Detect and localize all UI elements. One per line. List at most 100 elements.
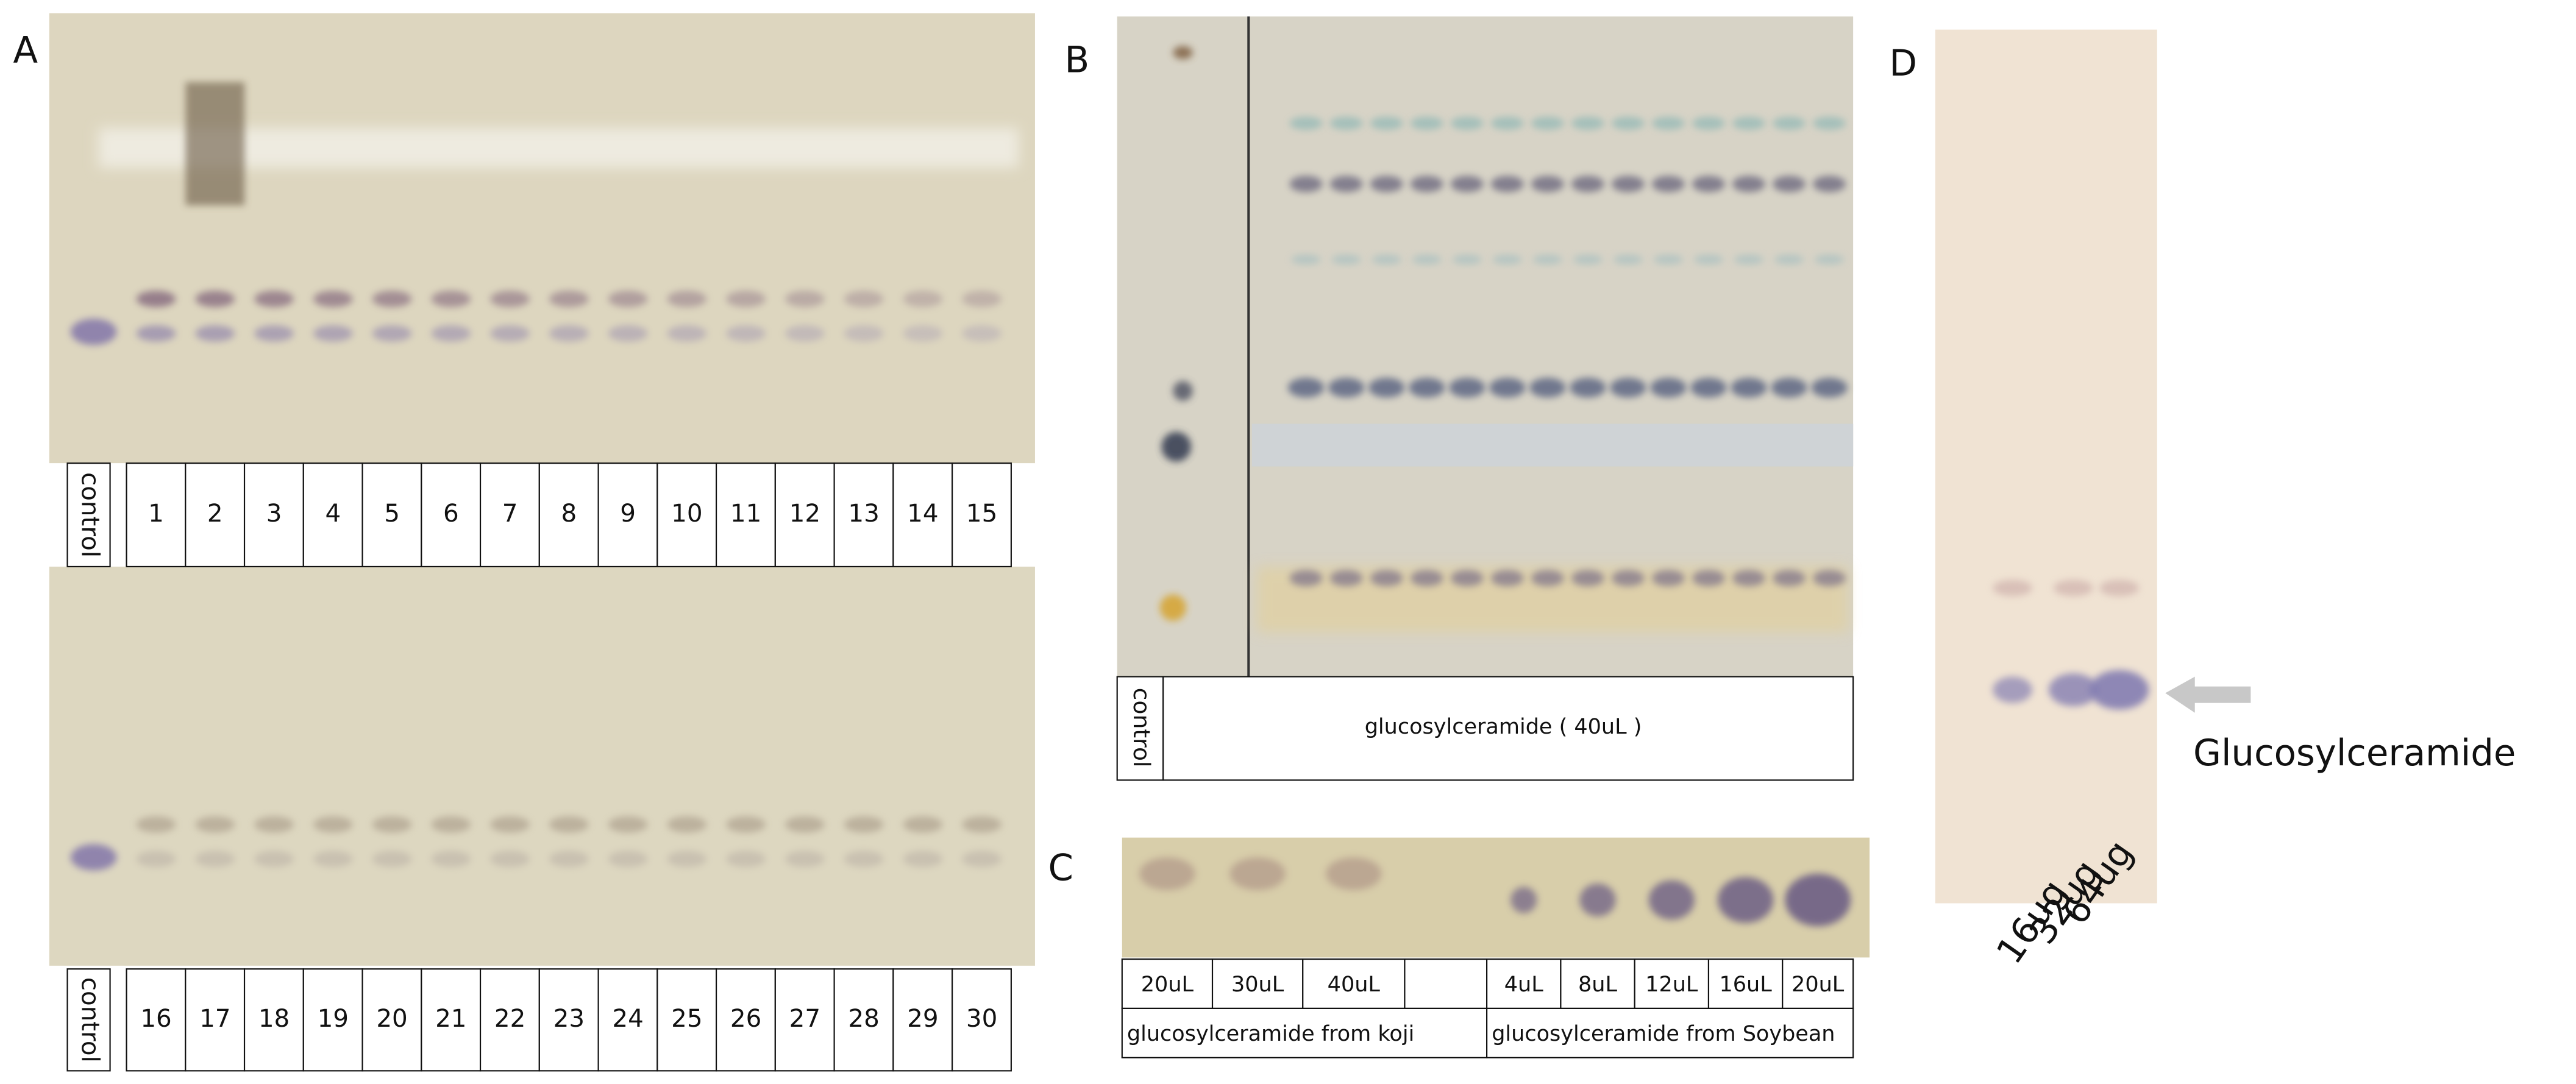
lane-cell bbox=[1634, 958, 1710, 1010]
lane-cell bbox=[421, 462, 482, 568]
spot bbox=[1532, 254, 1563, 265]
amount-label: 20uL bbox=[1141, 972, 1194, 997]
spot bbox=[1328, 377, 1365, 398]
spot bbox=[1653, 254, 1684, 265]
spot bbox=[1692, 116, 1725, 130]
lane-cell bbox=[185, 462, 246, 568]
lane-label: 14 bbox=[907, 498, 938, 528]
spot bbox=[667, 851, 707, 868]
amount-label: 12uL bbox=[1645, 972, 1698, 997]
spot bbox=[1734, 254, 1764, 265]
lane-label: 20 bbox=[376, 1004, 407, 1033]
spot bbox=[1813, 570, 1846, 587]
lane-cell bbox=[479, 968, 540, 1072]
spot bbox=[1813, 175, 1846, 193]
spot bbox=[1159, 594, 1186, 621]
spot bbox=[785, 291, 825, 308]
spot bbox=[1329, 570, 1363, 587]
lane-label: 22 bbox=[494, 1004, 525, 1033]
spot bbox=[1529, 377, 1566, 398]
spot bbox=[2048, 673, 2098, 707]
lane-cell bbox=[774, 462, 835, 568]
arrow bbox=[2165, 676, 2251, 713]
spot bbox=[1410, 175, 1443, 193]
spot bbox=[667, 325, 707, 342]
spot bbox=[1173, 46, 1193, 60]
spot bbox=[1773, 570, 1806, 587]
lane-cell bbox=[1560, 958, 1635, 1010]
spot bbox=[667, 291, 707, 308]
lane-cell bbox=[952, 462, 1012, 568]
lane-cell bbox=[1404, 958, 1488, 1010]
spot bbox=[1814, 254, 1845, 265]
panel-label: D bbox=[1889, 42, 1917, 84]
spot bbox=[372, 851, 412, 868]
group-cell bbox=[1486, 1007, 1854, 1058]
group-label: glucosylceramide from Soybean bbox=[1492, 1021, 1835, 1046]
lane-cell bbox=[1782, 958, 1854, 1010]
spot bbox=[372, 325, 412, 342]
spot bbox=[1571, 175, 1604, 193]
spot bbox=[1692, 570, 1725, 587]
spot bbox=[549, 851, 589, 868]
spot bbox=[1489, 377, 1526, 398]
spot bbox=[313, 325, 353, 342]
lane-label: 3 bbox=[266, 498, 282, 528]
spot bbox=[195, 851, 235, 868]
amount-label: 8uL bbox=[1578, 972, 1617, 997]
lane-label: 9 bbox=[620, 498, 636, 528]
spot bbox=[1579, 884, 1616, 916]
lane-label: control bbox=[76, 472, 105, 558]
spot bbox=[1732, 175, 1765, 193]
spot bbox=[549, 291, 589, 308]
spot bbox=[1651, 570, 1685, 587]
spot bbox=[1692, 175, 1725, 193]
spot bbox=[254, 291, 294, 308]
lane-cell bbox=[597, 462, 658, 568]
spot bbox=[1139, 857, 1195, 890]
spot bbox=[1291, 254, 1321, 265]
lane-label: 5 bbox=[384, 498, 400, 528]
spot bbox=[1331, 254, 1361, 265]
lane-cell bbox=[892, 968, 953, 1072]
spot bbox=[431, 816, 471, 833]
spot bbox=[254, 851, 294, 868]
lane-cell bbox=[66, 462, 111, 568]
spot bbox=[1611, 116, 1645, 130]
spot bbox=[1161, 431, 1191, 462]
lane-cell bbox=[1116, 676, 1164, 781]
spot bbox=[608, 291, 648, 308]
spot bbox=[1531, 570, 1564, 587]
panel-label: B bbox=[1064, 39, 1089, 81]
spot bbox=[136, 325, 176, 342]
spot bbox=[608, 325, 648, 342]
spot bbox=[1650, 377, 1687, 398]
lane-cell bbox=[833, 462, 894, 568]
spot bbox=[608, 851, 648, 868]
spot bbox=[844, 816, 884, 833]
spot bbox=[490, 851, 530, 868]
spot bbox=[490, 816, 530, 833]
spot bbox=[1412, 254, 1442, 265]
amount-label: 16uL bbox=[1719, 972, 1772, 997]
spot bbox=[1531, 175, 1564, 193]
solvent-front bbox=[98, 128, 1019, 168]
lane-label: 6 bbox=[443, 498, 459, 528]
spot bbox=[1370, 116, 1403, 130]
lane-cell bbox=[597, 968, 658, 1072]
spot bbox=[1370, 570, 1403, 587]
spot bbox=[608, 816, 648, 833]
spot bbox=[1651, 116, 1685, 130]
lane-cell bbox=[1162, 676, 1854, 781]
amount-label: 4uL bbox=[1504, 972, 1543, 997]
spot bbox=[1450, 175, 1484, 193]
spot bbox=[136, 816, 176, 833]
spot bbox=[1450, 570, 1484, 587]
spot bbox=[1329, 116, 1363, 130]
lane-label: glucosylceramide ( 40uL ) bbox=[1365, 714, 1642, 739]
spot bbox=[1449, 377, 1485, 398]
lane-cell bbox=[126, 462, 187, 568]
spot bbox=[962, 851, 1002, 868]
spot bbox=[1531, 116, 1564, 130]
